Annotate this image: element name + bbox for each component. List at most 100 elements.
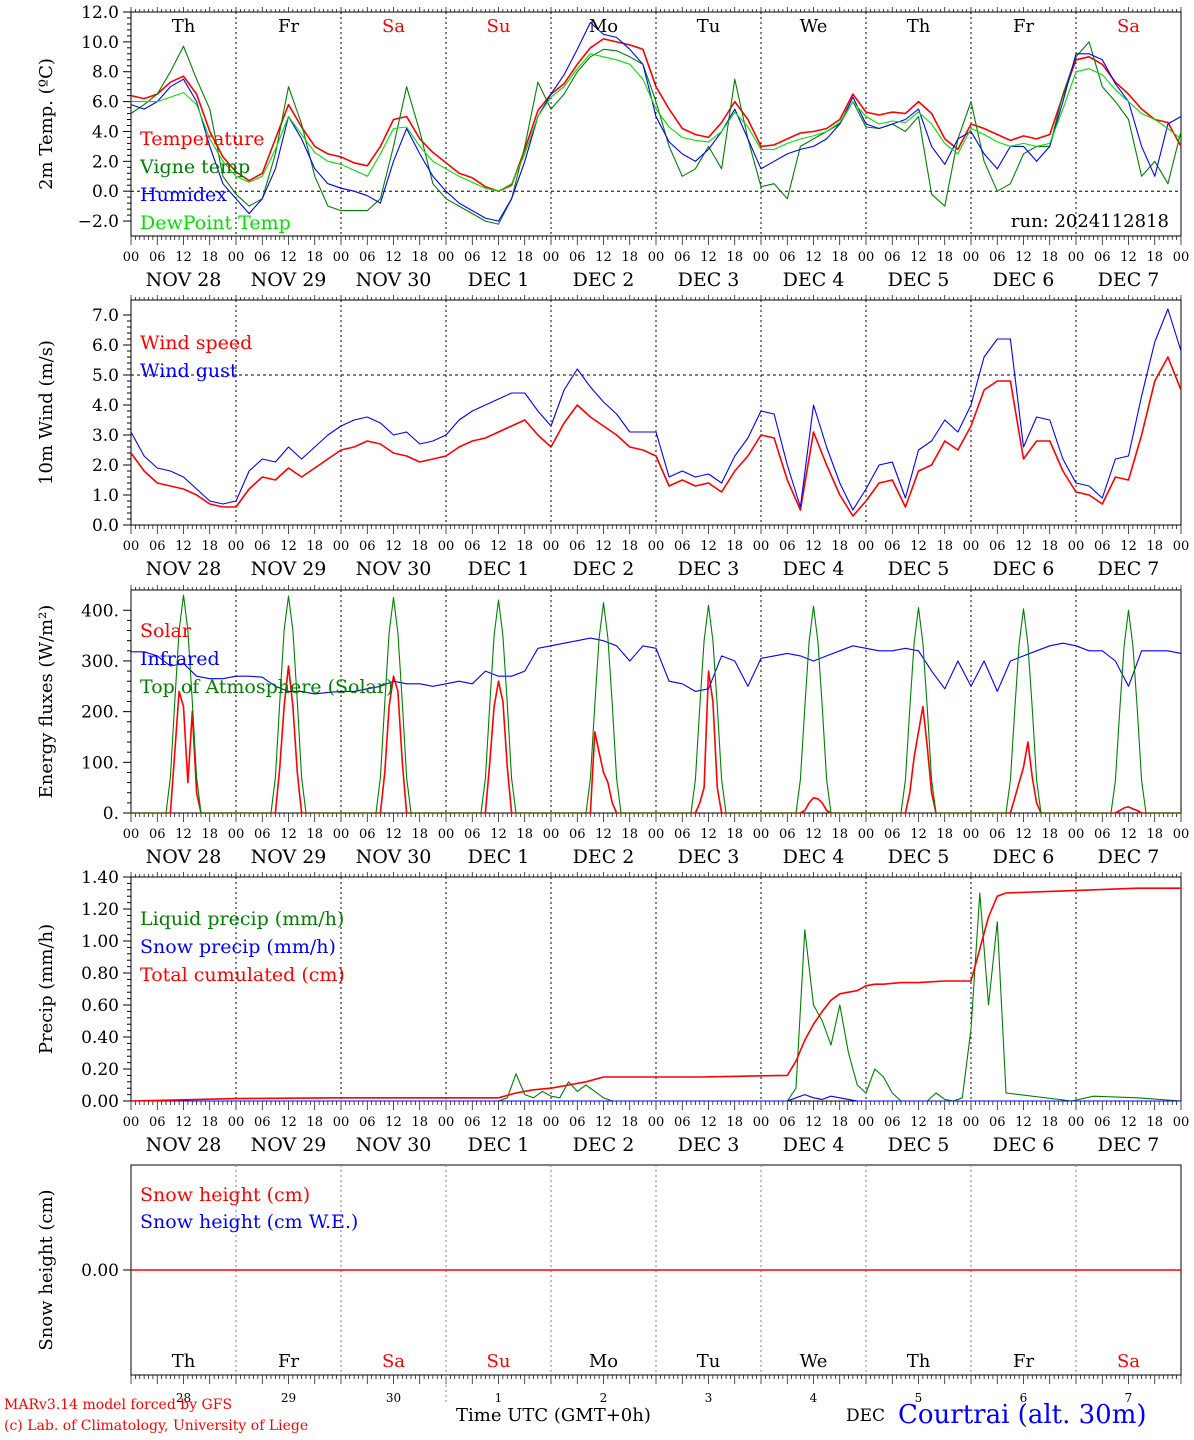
x-hour-label: 18 bbox=[621, 827, 638, 842]
y-tick-label: 2.0 bbox=[92, 456, 119, 476]
weekday-label: Su bbox=[487, 1351, 511, 1372]
y-axis-label: 2m Temp. (ºC) bbox=[36, 58, 57, 190]
x-hour-label: 06 bbox=[359, 250, 376, 265]
x-hour-label: 06 bbox=[779, 827, 796, 842]
x-hour-label: 00 bbox=[333, 250, 350, 265]
x-hour-label: 06 bbox=[779, 1115, 796, 1130]
x-hour-label: 12 bbox=[910, 1115, 927, 1130]
x-hour-label: 18 bbox=[936, 1115, 953, 1130]
x-hour-label: 12 bbox=[805, 1115, 822, 1130]
x-hour-label: 18 bbox=[1041, 1115, 1058, 1130]
y-tick-label: 0.20 bbox=[81, 1060, 119, 1080]
x-hour-label: 00 bbox=[228, 827, 245, 842]
x-date-label: NOV 28 bbox=[146, 1134, 222, 1156]
lab-credit: (c) Lab. of Climatology, University of L… bbox=[4, 1418, 309, 1434]
x-hour-label: 06 bbox=[149, 250, 166, 265]
month-label: DEC bbox=[846, 1406, 886, 1426]
series-line-snow-precip-mm-h bbox=[131, 1094, 1181, 1102]
y-tick-label: 1.40 bbox=[81, 868, 119, 888]
series-line-liquid-precip-mm-h bbox=[131, 892, 1182, 1102]
x-hour-label: 06 bbox=[359, 1115, 376, 1130]
x-hour-label: 12 bbox=[490, 1115, 507, 1130]
x-hour-label: 12 bbox=[1120, 250, 1137, 265]
x-hour-label: 18 bbox=[621, 250, 638, 265]
x-hour-label: 18 bbox=[516, 827, 533, 842]
x-hour-label: 06 bbox=[674, 539, 691, 554]
x-hour-label: 12 bbox=[280, 250, 297, 265]
x-hour-label: 06 bbox=[569, 539, 586, 554]
x-hour-label: 18 bbox=[201, 827, 218, 842]
y-tick-label: 7.0 bbox=[92, 306, 119, 326]
series-line-wind-speed bbox=[130, 356, 1182, 517]
x-date-label: NOV 29 bbox=[251, 846, 327, 868]
x-hour-label: 12 bbox=[910, 827, 927, 842]
weekday-label: Fr bbox=[278, 16, 299, 37]
x-hour-label: 12 bbox=[700, 827, 717, 842]
legend-entry: Vigne temp bbox=[139, 156, 250, 178]
y-tick-label: 0.0 bbox=[92, 182, 119, 202]
x-hour-label: 00 bbox=[543, 539, 560, 554]
x-hour-label: 00 bbox=[123, 827, 140, 842]
x-hour-label: 06 bbox=[989, 1115, 1006, 1130]
x-hour-label: 12 bbox=[385, 1115, 402, 1130]
x-hour-label: 18 bbox=[1146, 250, 1163, 265]
y-tick-label: 0.0 bbox=[92, 516, 119, 536]
y-tick-label: 1.20 bbox=[81, 900, 119, 920]
day-number-label: 29 bbox=[281, 1391, 296, 1405]
x-hour-label: 00 bbox=[543, 1115, 560, 1130]
y-tick-label: 1.0 bbox=[92, 486, 119, 506]
x-hour-label: 12 bbox=[1015, 539, 1032, 554]
x-hour-label: 06 bbox=[779, 250, 796, 265]
x-hour-label: 00 bbox=[648, 1115, 665, 1130]
x-hour-label: 18 bbox=[726, 250, 743, 265]
time-axis-label: Time UTC (GMT+0h) bbox=[456, 1405, 651, 1426]
x-hour-label: 00 bbox=[123, 250, 140, 265]
x-hour-label: 00 bbox=[648, 250, 665, 265]
y-tick-label: 0.80 bbox=[81, 964, 119, 984]
x-hour-label: 18 bbox=[1146, 539, 1163, 554]
series-line-total-cumulated-cm bbox=[130, 887, 1181, 1102]
weekday-label: Mo bbox=[589, 1351, 618, 1372]
panel-1: −2.0 0.0 2.0 4.0 6.0 8.0 10.0 12.0 2m Temp. (ºC) bbox=[36, 3, 1182, 245]
x-date-label: NOV 30 bbox=[356, 1134, 432, 1156]
x-hour-label: 18 bbox=[1041, 250, 1058, 265]
y-axis-label: Precip (mm/h) bbox=[36, 924, 57, 1054]
x-hour-label: 00 bbox=[1173, 250, 1190, 265]
x-hour-label: 00 bbox=[123, 539, 140, 554]
x-date-label: NOV 30 bbox=[356, 558, 432, 580]
x-hour-label: 12 bbox=[595, 1115, 612, 1130]
x-date-label: DEC 5 bbox=[888, 846, 950, 868]
y-tick-label: 100. bbox=[81, 753, 119, 773]
weekday-label: Tu bbox=[697, 1351, 721, 1372]
x-hour-label: 06 bbox=[254, 827, 271, 842]
y-tick-label: 0.00 bbox=[81, 1261, 119, 1281]
x-hour-label: 06 bbox=[674, 250, 691, 265]
series-line-top-of-atmosphere-solar bbox=[131, 594, 1181, 814]
x-date-label: DEC 4 bbox=[783, 1134, 845, 1156]
x-hour-label: 18 bbox=[831, 250, 848, 265]
x-hour-label: 18 bbox=[306, 250, 323, 265]
x-hour-label: 00 bbox=[438, 539, 455, 554]
x-hour-label: 06 bbox=[254, 1115, 271, 1130]
x-hour-label: 12 bbox=[910, 539, 927, 554]
weekday-label: Fr bbox=[1013, 16, 1034, 37]
x-date-label: NOV 29 bbox=[251, 269, 327, 291]
x-hour-label: 06 bbox=[989, 827, 1006, 842]
x-hour-label: 00 bbox=[543, 250, 560, 265]
x-hour-label: 12 bbox=[175, 539, 192, 554]
x-hour-label: 06 bbox=[884, 539, 901, 554]
x-hour-label: 12 bbox=[805, 250, 822, 265]
weekday-label: Fr bbox=[278, 1351, 299, 1372]
legend-entry: DewPoint Temp bbox=[140, 212, 291, 234]
x-hour-label: 12 bbox=[175, 250, 192, 265]
weekday-label: Th bbox=[907, 16, 931, 37]
day-number-label: 2 bbox=[600, 1391, 608, 1405]
x-hour-label: 12 bbox=[1120, 1115, 1137, 1130]
x-hour-label: 12 bbox=[385, 539, 402, 554]
x-date-label: DEC 7 bbox=[1098, 269, 1160, 291]
legend-entry: Temperature bbox=[140, 128, 264, 150]
x-hour-label: 00 bbox=[858, 539, 875, 554]
x-date-label: DEC 7 bbox=[1098, 1134, 1160, 1156]
x-hour-label: 18 bbox=[1146, 1115, 1163, 1130]
panel-4: 0.00 0.20 0.40 0.60 0.80 1.00 1.20 1.40 Precip (… bbox=[36, 868, 1182, 1112]
